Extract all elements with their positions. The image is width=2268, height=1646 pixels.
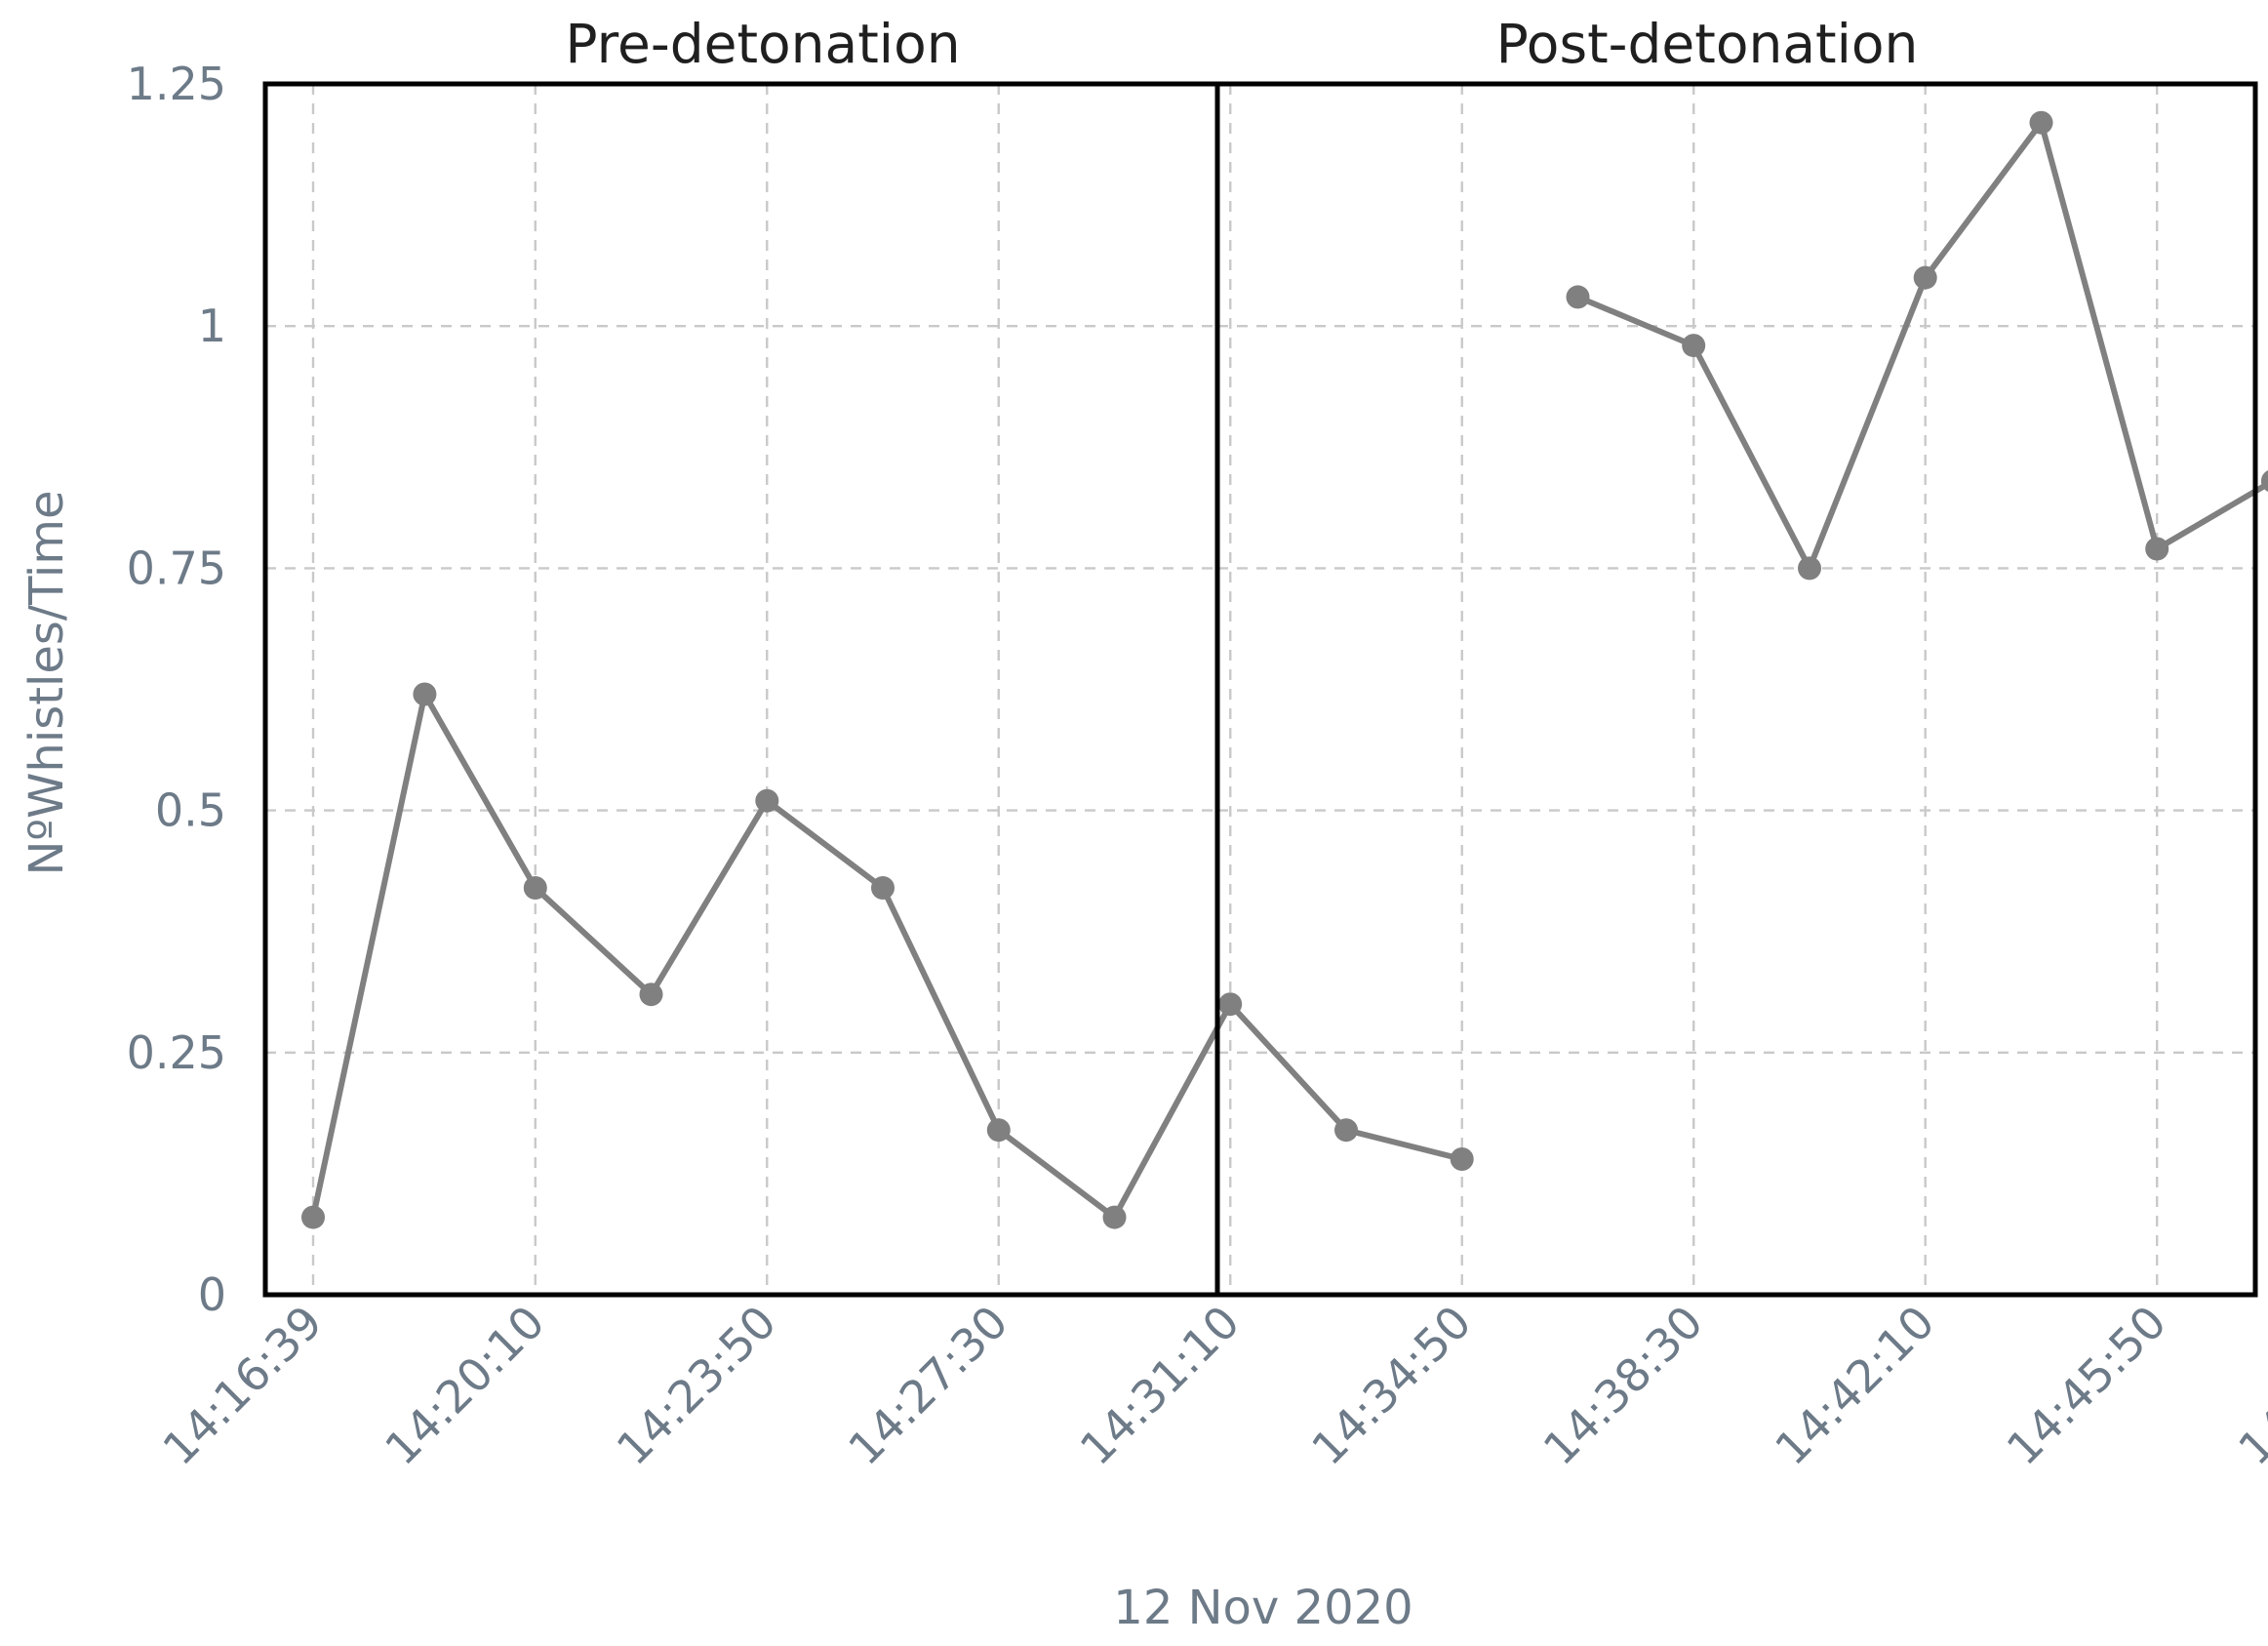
y-tick-label: 0.75 — [127, 542, 226, 594]
data-point — [1566, 285, 1590, 309]
y-tick-label: 1 — [198, 300, 226, 352]
series-line-post — [1574, 119, 2268, 572]
data-point — [1798, 556, 1821, 581]
panel-frame-post — [1214, 81, 2258, 1298]
panel-title-pre-detonation: Pre-detonation — [565, 13, 960, 75]
x-tick-label: 14:31:10 — [1070, 1296, 1250, 1475]
y-tick-label: 0 — [198, 1268, 226, 1321]
x-tick-label: 14:20:10 — [375, 1296, 554, 1475]
x-tick-label: 14:34:50 — [1301, 1296, 1481, 1475]
y-tick-labels: 0 0.25 0.5 0.75 1 1.25 — [127, 58, 226, 1321]
y-tick-label: 1.25 — [127, 58, 226, 110]
x-tick-label: 14:45:50 — [1997, 1296, 2176, 1475]
x-tick-labels: 14:16:39 14:20:10 14:23:50 14:27:30 14:31:10… — [152, 1296, 2268, 1475]
data-point — [523, 876, 547, 900]
y-axis-title: NºWhistles/Time — [20, 490, 74, 875]
data-point — [1334, 1118, 1358, 1143]
x-tick-label: 14:38:30 — [1533, 1296, 1713, 1475]
x-tick-label: 14:23:50 — [607, 1296, 786, 1475]
data-point — [301, 1205, 325, 1229]
data-point — [2260, 470, 2268, 492]
panel-frame-pre — [262, 81, 1220, 1298]
data-series — [301, 110, 2268, 1229]
data-point — [2029, 110, 2053, 135]
data-point — [986, 1118, 1011, 1143]
data-point — [413, 682, 437, 706]
data-point — [871, 876, 895, 900]
data-point — [1682, 334, 1706, 358]
data-point — [1450, 1147, 1474, 1171]
data-point — [2145, 537, 2169, 561]
x-axis-title: 12 Nov 2020 — [1113, 1581, 1413, 1635]
data-point — [639, 983, 663, 1007]
data-point — [755, 788, 779, 813]
data-point — [1102, 1205, 1127, 1229]
x-tick-label: 14:49:30 — [2228, 1296, 2268, 1475]
grid-lines — [265, 82, 2255, 1295]
panel-title-post-detonation: Post-detonation — [1496, 13, 1919, 75]
x-tick-label: 14:16:39 — [152, 1296, 332, 1475]
axes-and-frames — [262, 81, 2258, 1298]
series-line-pre — [310, 691, 1465, 1221]
y-tick-label: 0.25 — [127, 1026, 226, 1079]
x-tick-label: 14:42:10 — [1765, 1296, 1944, 1475]
y-tick-label: 0.5 — [155, 784, 226, 837]
x-tick-label: 14:27:30 — [838, 1296, 1017, 1475]
data-point — [1218, 992, 1243, 1017]
data-point — [1913, 265, 1937, 290]
